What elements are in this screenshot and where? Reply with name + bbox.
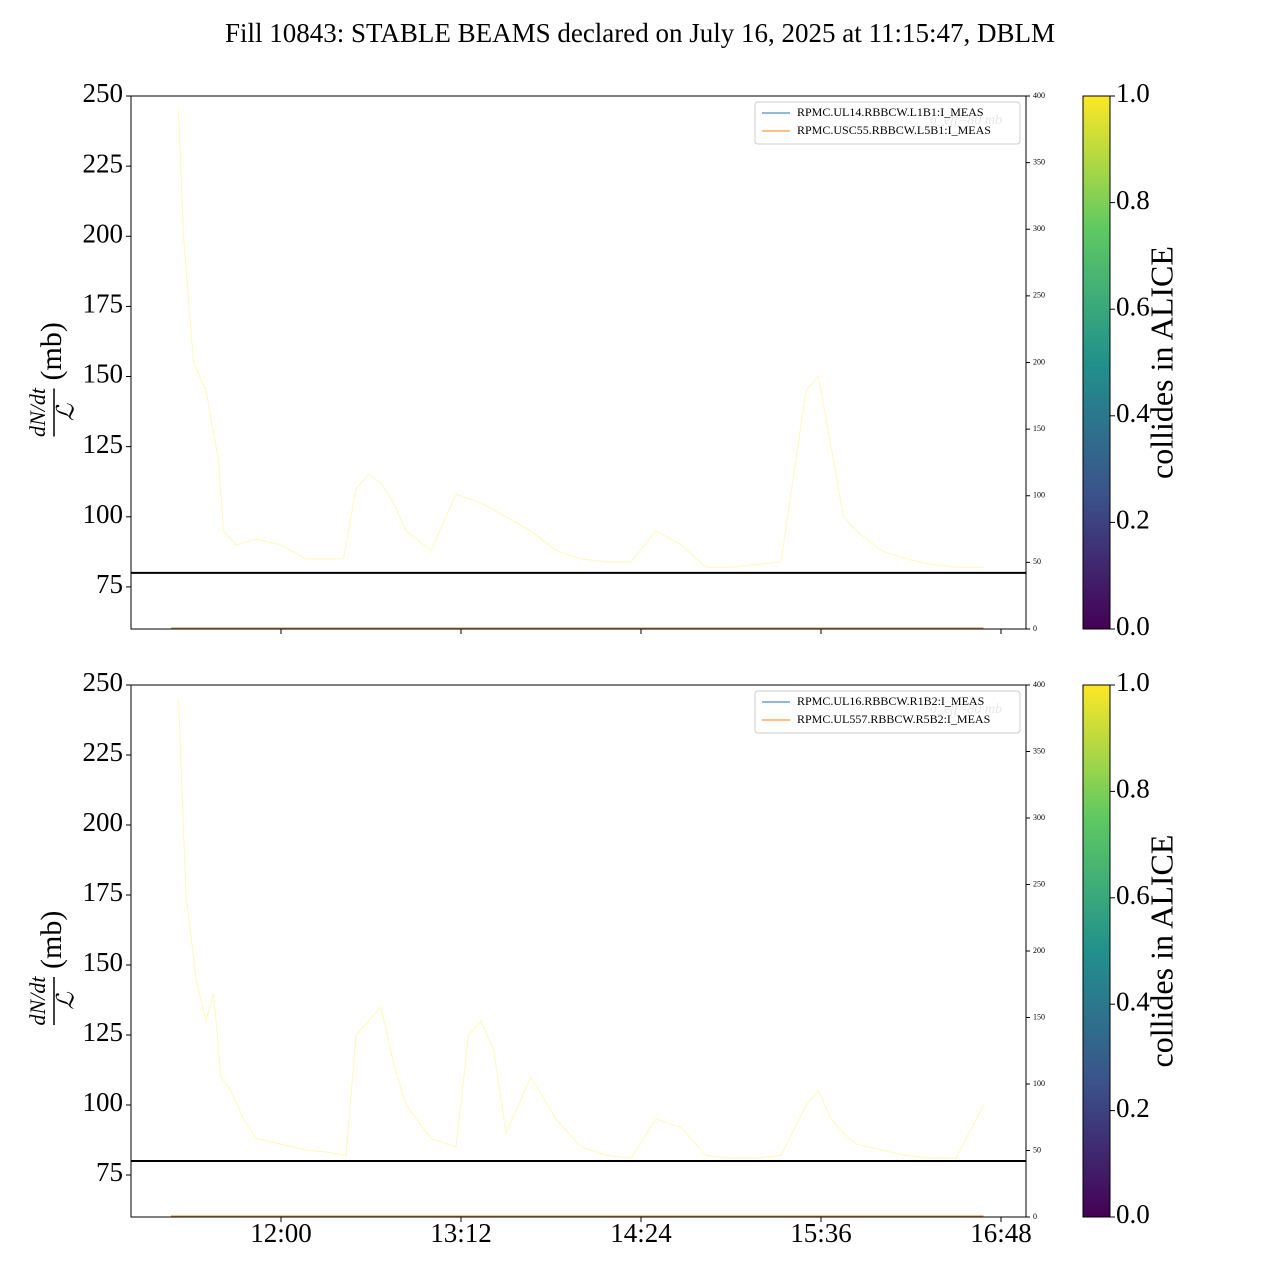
legend-box <box>754 690 1021 734</box>
y-axis-label: dN/dt ℒ (mb) <box>25 322 79 437</box>
colorbar-tick-label: 0.2 <box>1116 1093 1150 1123</box>
y-tick-label: 175 <box>83 289 124 319</box>
colorbar <box>1082 684 1111 1218</box>
y-tick-label: 225 <box>83 148 124 178</box>
x-tick-label: 13:12 <box>430 1218 492 1248</box>
y-axis-label: dN/dt ℒ (mb) <box>25 911 79 1026</box>
x-tick-label: 16:48 <box>970 1218 1032 1248</box>
legend-box <box>754 101 1021 145</box>
y-label-unit: (mb) <box>35 911 68 969</box>
legend-label: RPMC.UL557.RBBCW.R5B2:I_MEAS <box>797 712 990 726</box>
y-tick-label: 250 <box>83 667 124 697</box>
y-tick-label: 200 <box>83 218 124 248</box>
colorbar-tick-label: 1.0 <box>1116 667 1150 697</box>
colorbar-tick-label: 0.6 <box>1116 880 1150 910</box>
y-tick-label: 225 <box>83 737 124 767</box>
y2-tick-label: 0 <box>1033 1212 1037 1221</box>
y-tick-label: 100 <box>83 499 124 529</box>
legend-label: RPMC.USC55.RBBCW.L5B1:I_MEAS <box>797 123 991 137</box>
x-tick-label: 15:36 <box>790 1218 852 1248</box>
y2-tick-label: 100 <box>1033 1079 1045 1088</box>
y-tick-label: 150 <box>83 947 124 977</box>
y2-tick-label: 50 <box>1033 1145 1041 1154</box>
y2-tick-label: 50 <box>1033 557 1041 566</box>
cross-section-line <box>178 109 984 568</box>
colorbar-label: collides in ALICE <box>1143 835 1179 1068</box>
y2-tick-label: 150 <box>1033 1012 1045 1021</box>
y2-tick-label: 350 <box>1033 746 1045 755</box>
legend-label: RPMC.UL14.RBBCW.L1B1:I_MEAS <box>797 105 984 119</box>
y-tick-label: 150 <box>83 359 124 389</box>
colorbar-label: collides in ALICE <box>1143 246 1179 479</box>
legend-label: RPMC.UL16.RBBCW.R1B2:I_MEAS <box>797 694 984 708</box>
y2-tick-label: 300 <box>1033 224 1045 233</box>
y2-tick-label: 100 <box>1033 491 1045 500</box>
y-tick-label: 100 <box>83 1087 124 1117</box>
plot-frame <box>130 684 1027 1218</box>
y-tick-label: 250 <box>83 78 124 108</box>
x-tick-label: 14:24 <box>610 1218 672 1248</box>
x-tick-label: 12:00 <box>250 1218 312 1248</box>
y-tick-label: 125 <box>83 429 124 459</box>
y2-tick-label: 400 <box>1033 680 1045 689</box>
y2-tick-label: 0 <box>1033 624 1037 633</box>
colorbar <box>1082 95 1111 630</box>
y-tick-label: 75 <box>96 569 123 599</box>
cross-section-line <box>178 698 984 1159</box>
y-label-unit: (mb) <box>35 322 68 380</box>
y2-tick-label: 400 <box>1033 91 1045 100</box>
legend: RPMC.UL14.RBBCW.L1B1:I_MEAS RPMC.USC55.RB… <box>754 101 1021 145</box>
y2-tick-label: 200 <box>1033 946 1045 955</box>
y-label-numerator: dN/dt <box>25 976 50 1026</box>
y2-tick-label: 350 <box>1033 157 1045 166</box>
colorbar-tick-label: 0.8 <box>1116 774 1150 804</box>
colorbar-tick-label: 1.0 <box>1116 78 1150 108</box>
colorbar-tick-label: 0.0 <box>1116 611 1150 641</box>
colorbar-tick-label: 0.6 <box>1116 291 1150 321</box>
y2-tick-label: 250 <box>1033 879 1045 888</box>
colorbar-tick-label: 0.0 <box>1116 1199 1150 1229</box>
colorbar-tick-label: 0.4 <box>1116 986 1150 1016</box>
y2-tick-label: 200 <box>1033 357 1045 366</box>
y2-tick-label: 250 <box>1033 291 1045 300</box>
plot-frame <box>130 95 1027 630</box>
y2-tick-label: 150 <box>1033 424 1045 433</box>
y-tick-label: 125 <box>83 1017 124 1047</box>
y-label-denominator: ℒ <box>54 403 80 421</box>
y-tick-label: 175 <box>83 877 124 907</box>
y-label-denominator: ℒ <box>54 992 80 1010</box>
figure-title: Fill 10843: STABLE BEAMS declared on Jul… <box>225 18 1055 48</box>
colorbar-tick-label: 0.4 <box>1116 398 1150 428</box>
y-tick-label: 75 <box>96 1157 123 1187</box>
legend: RPMC.UL16.RBBCW.R1B2:I_MEAS RPMC.UL557.RB… <box>754 690 1021 734</box>
y-tick-label: 200 <box>83 807 124 837</box>
colorbar-tick-label: 0.8 <box>1116 185 1150 215</box>
y2-tick-label: 300 <box>1033 813 1045 822</box>
y-label-numerator: dN/dt <box>25 387 50 437</box>
colorbar-tick-label: 0.2 <box>1116 505 1150 535</box>
